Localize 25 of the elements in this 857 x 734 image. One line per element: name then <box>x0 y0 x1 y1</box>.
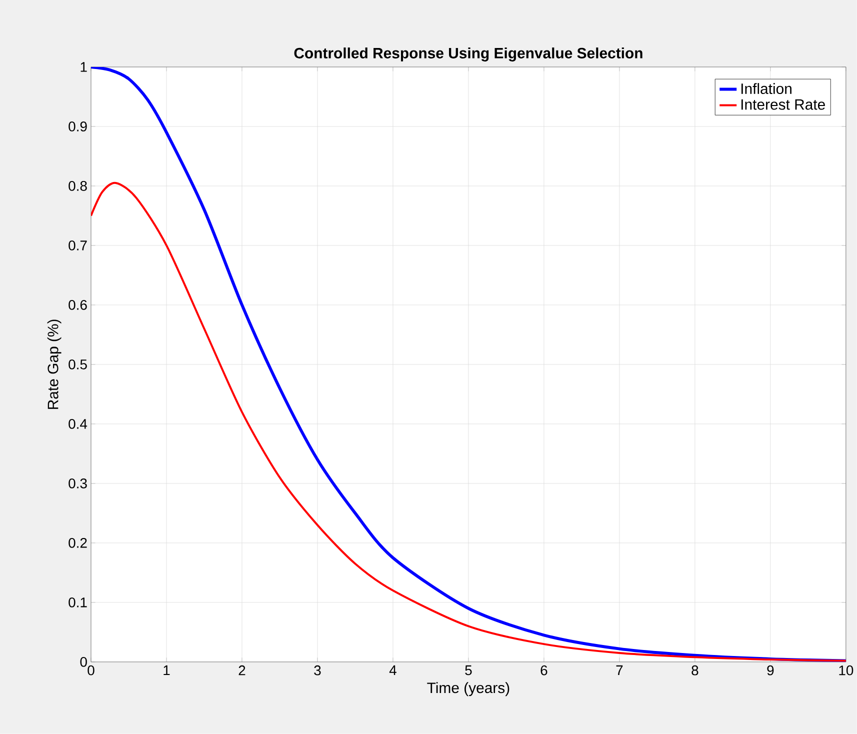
x-tick-label: 9 <box>767 665 774 676</box>
x-tick-label: 7 <box>616 665 623 676</box>
y-tick-label: 0.4 <box>68 419 88 429</box>
x-tick-label: 0 <box>88 665 94 676</box>
y-tick-label: 0.2 <box>68 538 87 548</box>
y-tick-label: 0.8 <box>68 181 87 191</box>
x-tick-label: 1 <box>164 665 170 676</box>
x-tick-label: 6 <box>540 665 548 676</box>
y-tick-label: 0.1 <box>68 598 87 608</box>
y-tick-label: 0.5 <box>68 360 87 370</box>
y-tick-label: 1 <box>80 62 87 72</box>
x-tick-label: 4 <box>389 665 396 676</box>
x-tick-label: 3 <box>314 665 321 676</box>
y-tick-label: 0.9 <box>68 122 87 132</box>
y-axis-title: Rate Gap (%) <box>47 320 62 409</box>
x-tick-label: 5 <box>465 665 472 676</box>
y-tick-label: 0.7 <box>68 240 87 250</box>
x-tick-label: 8 <box>692 665 698 676</box>
y-tick-label: 0.3 <box>68 478 87 488</box>
x-tick-label: 2 <box>238 665 246 676</box>
x-tick-label: 10 <box>839 665 854 676</box>
x-axis-title: Time (years) <box>427 682 510 696</box>
y-tick-label: 0 <box>80 657 87 667</box>
chart-title: Controlled Response Using Eigenvalue Selection <box>294 48 642 62</box>
y-tick-label: 0.6 <box>68 300 87 310</box>
